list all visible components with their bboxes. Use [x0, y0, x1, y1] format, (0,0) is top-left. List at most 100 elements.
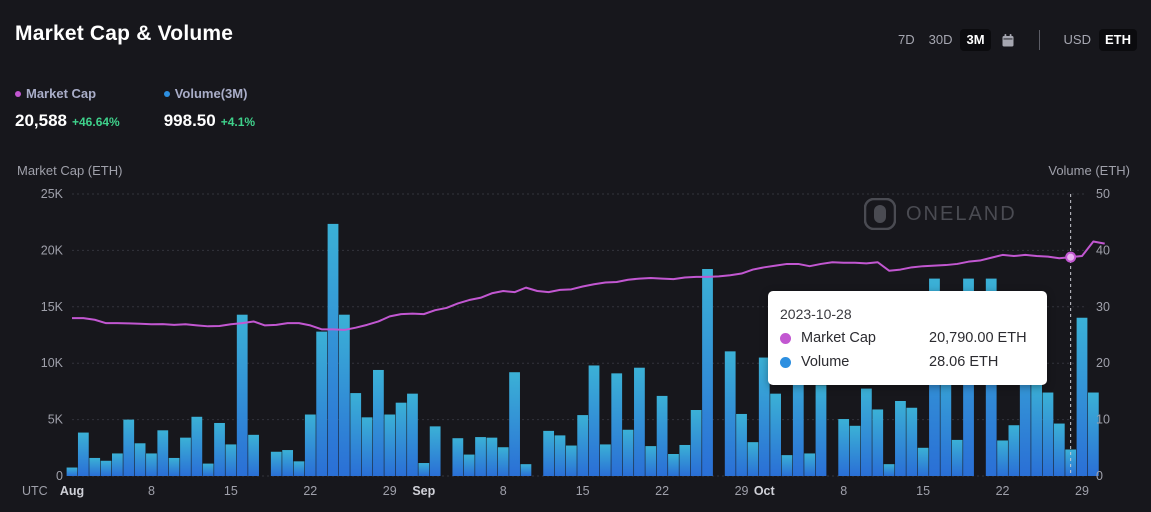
volume-bar — [838, 419, 850, 476]
volume-bar — [475, 437, 486, 476]
x-axis-tick-label: 22 — [996, 484, 1010, 498]
volume-bar — [452, 438, 464, 476]
volume-bar — [1053, 423, 1065, 476]
x-axis-title: UTC — [22, 484, 48, 498]
volume-bar — [804, 453, 816, 476]
volume-bar — [100, 460, 112, 476]
volume-bar — [860, 388, 872, 476]
volume-bar — [1031, 380, 1042, 476]
oneland-logo-icon — [864, 198, 896, 230]
currency-eth-button[interactable]: ETH — [1099, 29, 1137, 51]
volume-bar — [146, 453, 157, 476]
volume-bar — [112, 453, 123, 476]
range-7d-button[interactable]: 7D — [898, 32, 915, 47]
volume-stat[interactable]: Volume(3M) 998.50 +4.1% — [163, 86, 255, 131]
volume-bar — [906, 407, 918, 476]
volume-bar — [418, 463, 430, 476]
volume-bar — [214, 422, 225, 476]
volume-bar — [89, 457, 101, 476]
volume-bar — [407, 393, 418, 476]
x-axis-tick-label: 15 — [224, 484, 238, 498]
left-axis-title: Market Cap (ETH) — [17, 163, 123, 178]
x-axis-tick-label: 8 — [148, 484, 155, 498]
volume-bar — [565, 445, 577, 476]
hover-point-market-cap — [1065, 251, 1077, 263]
volume-bar — [373, 369, 384, 476]
right-axis-tick-label: 30 — [1096, 300, 1110, 314]
volume-bar — [951, 439, 963, 476]
x-axis-tick-label: 29 — [1075, 484, 1089, 498]
tooltip-market-cap-label: Market Cap — [801, 330, 876, 346]
market-cap-dot — [15, 90, 21, 97]
x-axis-tick-label: 22 — [303, 484, 317, 498]
volume-bar — [395, 402, 407, 476]
volume-bar — [270, 451, 282, 476]
x-axis-tick-label: 29 — [735, 484, 749, 498]
volume-bar — [724, 351, 736, 476]
left-axis-tick-label: 15K — [41, 300, 64, 314]
volume-bar — [781, 455, 793, 476]
volume-bar — [634, 367, 645, 476]
volume-bar — [747, 442, 759, 476]
volume-bar — [327, 223, 339, 476]
chart-tooltip: 2023-10-28 Market Cap 20,790.00 ETH Volu… — [768, 291, 1047, 385]
currency-usd-button[interactable]: USD — [1063, 32, 1091, 47]
market-cap-change: +46.64% — [72, 115, 120, 129]
tooltip-market-cap-dot — [780, 332, 791, 344]
x-axis-tick-label: 22 — [655, 484, 669, 498]
legend-stats: Market Cap 20,588 +46.64% Volume(3M) 998… — [15, 86, 255, 131]
volume-bar — [248, 434, 259, 476]
tooltip-volume-label: Volume — [801, 354, 850, 370]
volume-dot — [163, 90, 170, 97]
right-axis-tick-label: 0 — [1096, 469, 1103, 483]
volume-bar — [486, 437, 498, 476]
range-3m-button[interactable]: 3M — [960, 29, 991, 51]
toolbar-divider — [1038, 30, 1040, 50]
volume-bar — [588, 365, 600, 476]
right-axis-tick-label: 20 — [1096, 356, 1110, 370]
tooltip-volume-value: 28.06 ETH — [929, 354, 999, 370]
x-axis-tick-label: 8 — [500, 484, 507, 498]
volume-bar — [429, 426, 441, 476]
volume-bar — [679, 444, 691, 476]
market-cap-stat[interactable]: Market Cap 20,588 +46.64% — [15, 86, 120, 131]
volume-bar — [1065, 449, 1077, 476]
volume-bar — [77, 432, 89, 476]
left-axis-tick-label: 20K — [41, 243, 64, 257]
volume-bar — [543, 430, 555, 476]
market-cap-line — [72, 240, 1105, 331]
x-axis-tick-label: 8 — [840, 484, 847, 498]
volume-bar — [770, 393, 781, 476]
volume-bar — [1087, 392, 1099, 476]
volume-label: Volume(3M) — [174, 86, 248, 101]
left-axis-tick-label: 0 — [56, 469, 63, 483]
volume-bar — [384, 414, 396, 476]
volume-bar — [463, 454, 475, 476]
right-axis-tick-label: 10 — [1096, 413, 1110, 427]
volume-bar — [225, 444, 237, 476]
volume-bar — [1042, 392, 1054, 476]
range-30d-button[interactable]: 30D — [928, 32, 953, 47]
volume-bar — [191, 416, 203, 476]
volume-bar — [815, 385, 827, 476]
x-axis-tick-label: Sep — [412, 484, 435, 498]
volume-bar — [599, 444, 611, 476]
tooltip-volume-dot — [780, 356, 791, 368]
left-axis-tick-label: 10K — [41, 356, 64, 370]
volume-bar — [66, 467, 78, 476]
x-axis-tick-label: 29 — [383, 484, 397, 498]
volume-bar — [702, 269, 713, 476]
volume-bar — [282, 450, 294, 476]
tooltip-row-volume: Volume 28.06 ETH — [780, 354, 1035, 370]
market-cap-value: 20,588 — [15, 111, 67, 130]
volume-bar — [611, 373, 623, 476]
x-axis-tick-label: 15 — [576, 484, 590, 498]
volume-bar — [497, 447, 509, 476]
calendar-icon[interactable] — [997, 29, 1019, 51]
volume-bar — [509, 372, 520, 476]
volume-bar — [1019, 318, 1031, 476]
x-axis-tick-label: Aug — [60, 484, 84, 498]
right-axis-title: Volume (ETH) — [1048, 163, 1130, 178]
volume-bar — [792, 360, 804, 476]
